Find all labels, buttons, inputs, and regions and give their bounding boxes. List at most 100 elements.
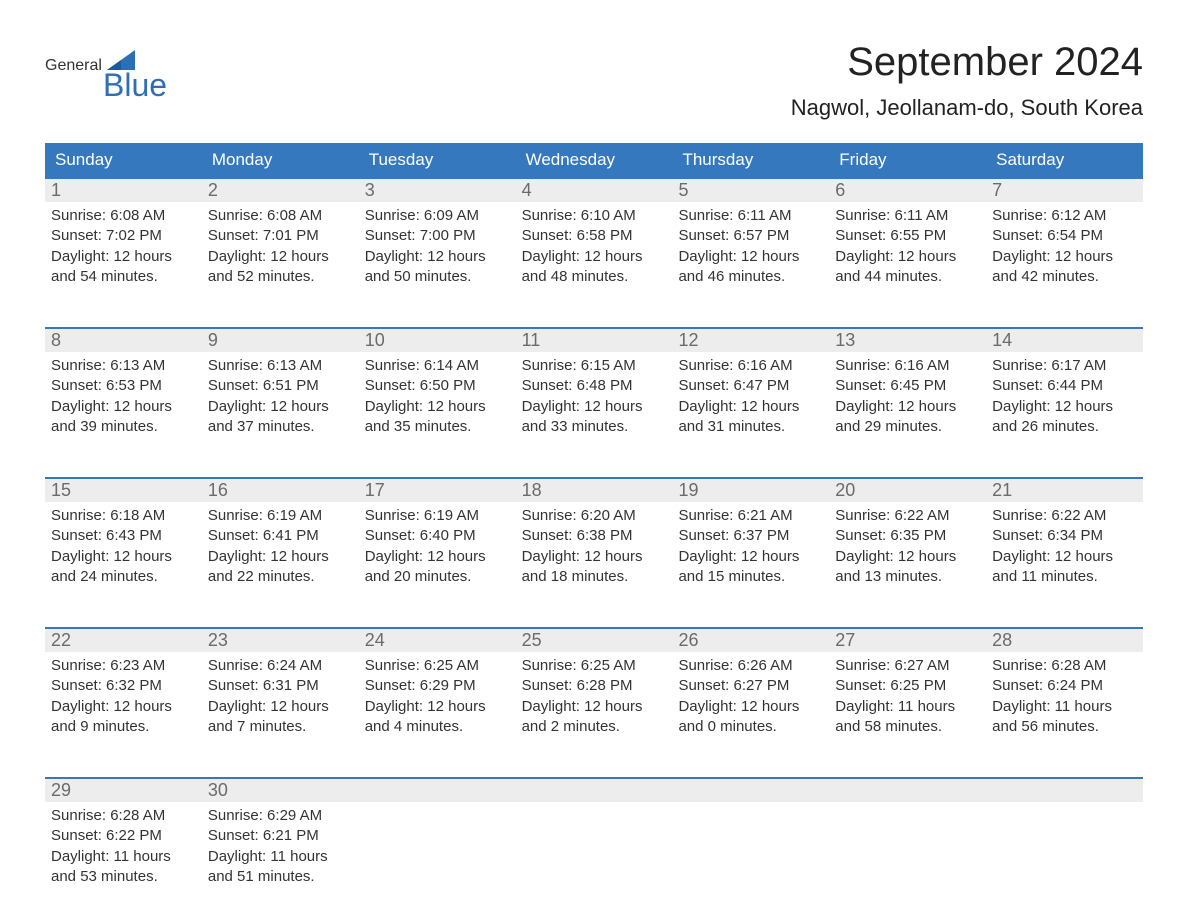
daylight-text: Daylight: 12 hours and 4 minutes. xyxy=(365,697,510,738)
sunset-text: Sunset: 6:38 PM xyxy=(522,526,667,546)
sunset-text: Sunset: 6:41 PM xyxy=(208,526,353,546)
day-body: Sunrise: 6:29 AMSunset: 6:21 PMDaylight:… xyxy=(202,802,359,893)
day-body: Sunrise: 6:16 AMSunset: 6:47 PMDaylight:… xyxy=(672,352,829,443)
daylight-text: Daylight: 12 hours and 15 minutes. xyxy=(678,547,823,588)
sunset-text: Sunset: 6:47 PM xyxy=(678,376,823,396)
day-number: 2 xyxy=(202,179,359,202)
col-tuesday: Tuesday xyxy=(359,143,516,177)
day-body: Sunrise: 6:26 AMSunset: 6:27 PMDaylight:… xyxy=(672,652,829,743)
day-number: 8 xyxy=(45,329,202,352)
day-body: Sunrise: 6:13 AMSunset: 6:53 PMDaylight:… xyxy=(45,352,202,443)
day-number: 22 xyxy=(45,629,202,652)
day-body xyxy=(829,802,986,812)
sunset-text: Sunset: 6:51 PM xyxy=(208,376,353,396)
day-number: 26 xyxy=(672,629,829,652)
sunrise-text: Sunrise: 6:19 AM xyxy=(365,506,510,526)
day-body: Sunrise: 6:22 AMSunset: 6:35 PMDaylight:… xyxy=(829,502,986,593)
day-body: Sunrise: 6:19 AMSunset: 6:41 PMDaylight:… xyxy=(202,502,359,593)
day-body: Sunrise: 6:28 AMSunset: 6:22 PMDaylight:… xyxy=(45,802,202,893)
day-number: 14 xyxy=(986,329,1143,352)
day-cell: 17Sunrise: 6:19 AMSunset: 6:40 PMDayligh… xyxy=(359,479,516,607)
day-number: 10 xyxy=(359,329,516,352)
week-row: 1Sunrise: 6:08 AMSunset: 7:02 PMDaylight… xyxy=(45,177,1143,307)
daylight-text: Daylight: 12 hours and 0 minutes. xyxy=(678,697,823,738)
day-number: 4 xyxy=(516,179,673,202)
daylight-text: Daylight: 12 hours and 48 minutes. xyxy=(522,247,667,288)
daylight-text: Daylight: 12 hours and 46 minutes. xyxy=(678,247,823,288)
sunrise-text: Sunrise: 6:28 AM xyxy=(51,806,196,826)
sunrise-text: Sunrise: 6:28 AM xyxy=(992,656,1137,676)
day-number xyxy=(516,779,673,802)
daylight-text: Daylight: 12 hours and 54 minutes. xyxy=(51,247,196,288)
logo: General Blue xyxy=(45,50,167,104)
day-number: 20 xyxy=(829,479,986,502)
day-number: 3 xyxy=(359,179,516,202)
sunrise-text: Sunrise: 6:24 AM xyxy=(208,656,353,676)
sunrise-text: Sunrise: 6:27 AM xyxy=(835,656,980,676)
day-cell xyxy=(829,779,986,907)
sunrise-text: Sunrise: 6:16 AM xyxy=(678,356,823,376)
sunrise-text: Sunrise: 6:09 AM xyxy=(365,206,510,226)
daylight-text: Daylight: 12 hours and 29 minutes. xyxy=(835,397,980,438)
title-block: September 2024 Nagwol, Jeollanam-do, Sou… xyxy=(791,40,1143,135)
col-monday: Monday xyxy=(202,143,359,177)
sunset-text: Sunset: 6:37 PM xyxy=(678,526,823,546)
sunset-text: Sunset: 6:29 PM xyxy=(365,676,510,696)
sunrise-text: Sunrise: 6:26 AM xyxy=(678,656,823,676)
sunrise-text: Sunrise: 6:25 AM xyxy=(365,656,510,676)
sunset-text: Sunset: 6:24 PM xyxy=(992,676,1137,696)
daylight-text: Daylight: 12 hours and 37 minutes. xyxy=(208,397,353,438)
day-body: Sunrise: 6:10 AMSunset: 6:58 PMDaylight:… xyxy=(516,202,673,293)
sunrise-text: Sunrise: 6:25 AM xyxy=(522,656,667,676)
day-cell: 21Sunrise: 6:22 AMSunset: 6:34 PMDayligh… xyxy=(986,479,1143,607)
sunrise-text: Sunrise: 6:22 AM xyxy=(992,506,1137,526)
day-body xyxy=(516,802,673,812)
day-number: 21 xyxy=(986,479,1143,502)
day-body xyxy=(986,802,1143,812)
daylight-text: Daylight: 12 hours and 20 minutes. xyxy=(365,547,510,588)
day-number: 12 xyxy=(672,329,829,352)
sunset-text: Sunset: 6:40 PM xyxy=(365,526,510,546)
day-body: Sunrise: 6:25 AMSunset: 6:29 PMDaylight:… xyxy=(359,652,516,743)
day-cell: 20Sunrise: 6:22 AMSunset: 6:35 PMDayligh… xyxy=(829,479,986,607)
sunset-text: Sunset: 6:45 PM xyxy=(835,376,980,396)
sunrise-text: Sunrise: 6:17 AM xyxy=(992,356,1137,376)
logo-general-text: General xyxy=(45,57,102,75)
sunrise-text: Sunrise: 6:15 AM xyxy=(522,356,667,376)
daylight-text: Daylight: 12 hours and 39 minutes. xyxy=(51,397,196,438)
day-body: Sunrise: 6:19 AMSunset: 6:40 PMDaylight:… xyxy=(359,502,516,593)
day-body: Sunrise: 6:22 AMSunset: 6:34 PMDaylight:… xyxy=(986,502,1143,593)
day-body: Sunrise: 6:17 AMSunset: 6:44 PMDaylight:… xyxy=(986,352,1143,443)
day-number: 17 xyxy=(359,479,516,502)
sunset-text: Sunset: 6:35 PM xyxy=(835,526,980,546)
day-number xyxy=(672,779,829,802)
day-cell: 23Sunrise: 6:24 AMSunset: 6:31 PMDayligh… xyxy=(202,629,359,757)
day-number: 23 xyxy=(202,629,359,652)
day-number: 5 xyxy=(672,179,829,202)
sunset-text: Sunset: 6:48 PM xyxy=(522,376,667,396)
logo-blue-text: Blue xyxy=(103,67,167,104)
daylight-text: Daylight: 12 hours and 44 minutes. xyxy=(835,247,980,288)
sunset-text: Sunset: 7:01 PM xyxy=(208,226,353,246)
day-cell: 14Sunrise: 6:17 AMSunset: 6:44 PMDayligh… xyxy=(986,329,1143,457)
sunset-text: Sunset: 6:31 PM xyxy=(208,676,353,696)
day-cell: 9Sunrise: 6:13 AMSunset: 6:51 PMDaylight… xyxy=(202,329,359,457)
sunrise-text: Sunrise: 6:11 AM xyxy=(835,206,980,226)
sunset-text: Sunset: 6:43 PM xyxy=(51,526,196,546)
daylight-text: Daylight: 12 hours and 24 minutes. xyxy=(51,547,196,588)
day-cell: 10Sunrise: 6:14 AMSunset: 6:50 PMDayligh… xyxy=(359,329,516,457)
day-body: Sunrise: 6:11 AMSunset: 6:55 PMDaylight:… xyxy=(829,202,986,293)
weekday-header: Sunday Monday Tuesday Wednesday Thursday… xyxy=(45,143,1143,177)
sunset-text: Sunset: 6:58 PM xyxy=(522,226,667,246)
day-number: 7 xyxy=(986,179,1143,202)
day-body: Sunrise: 6:24 AMSunset: 6:31 PMDaylight:… xyxy=(202,652,359,743)
day-number: 9 xyxy=(202,329,359,352)
day-number: 28 xyxy=(986,629,1143,652)
day-cell xyxy=(672,779,829,907)
day-cell: 28Sunrise: 6:28 AMSunset: 6:24 PMDayligh… xyxy=(986,629,1143,757)
day-cell: 13Sunrise: 6:16 AMSunset: 6:45 PMDayligh… xyxy=(829,329,986,457)
day-body: Sunrise: 6:23 AMSunset: 6:32 PMDaylight:… xyxy=(45,652,202,743)
week-row: 15Sunrise: 6:18 AMSunset: 6:43 PMDayligh… xyxy=(45,477,1143,607)
day-cell: 22Sunrise: 6:23 AMSunset: 6:32 PMDayligh… xyxy=(45,629,202,757)
day-number: 1 xyxy=(45,179,202,202)
